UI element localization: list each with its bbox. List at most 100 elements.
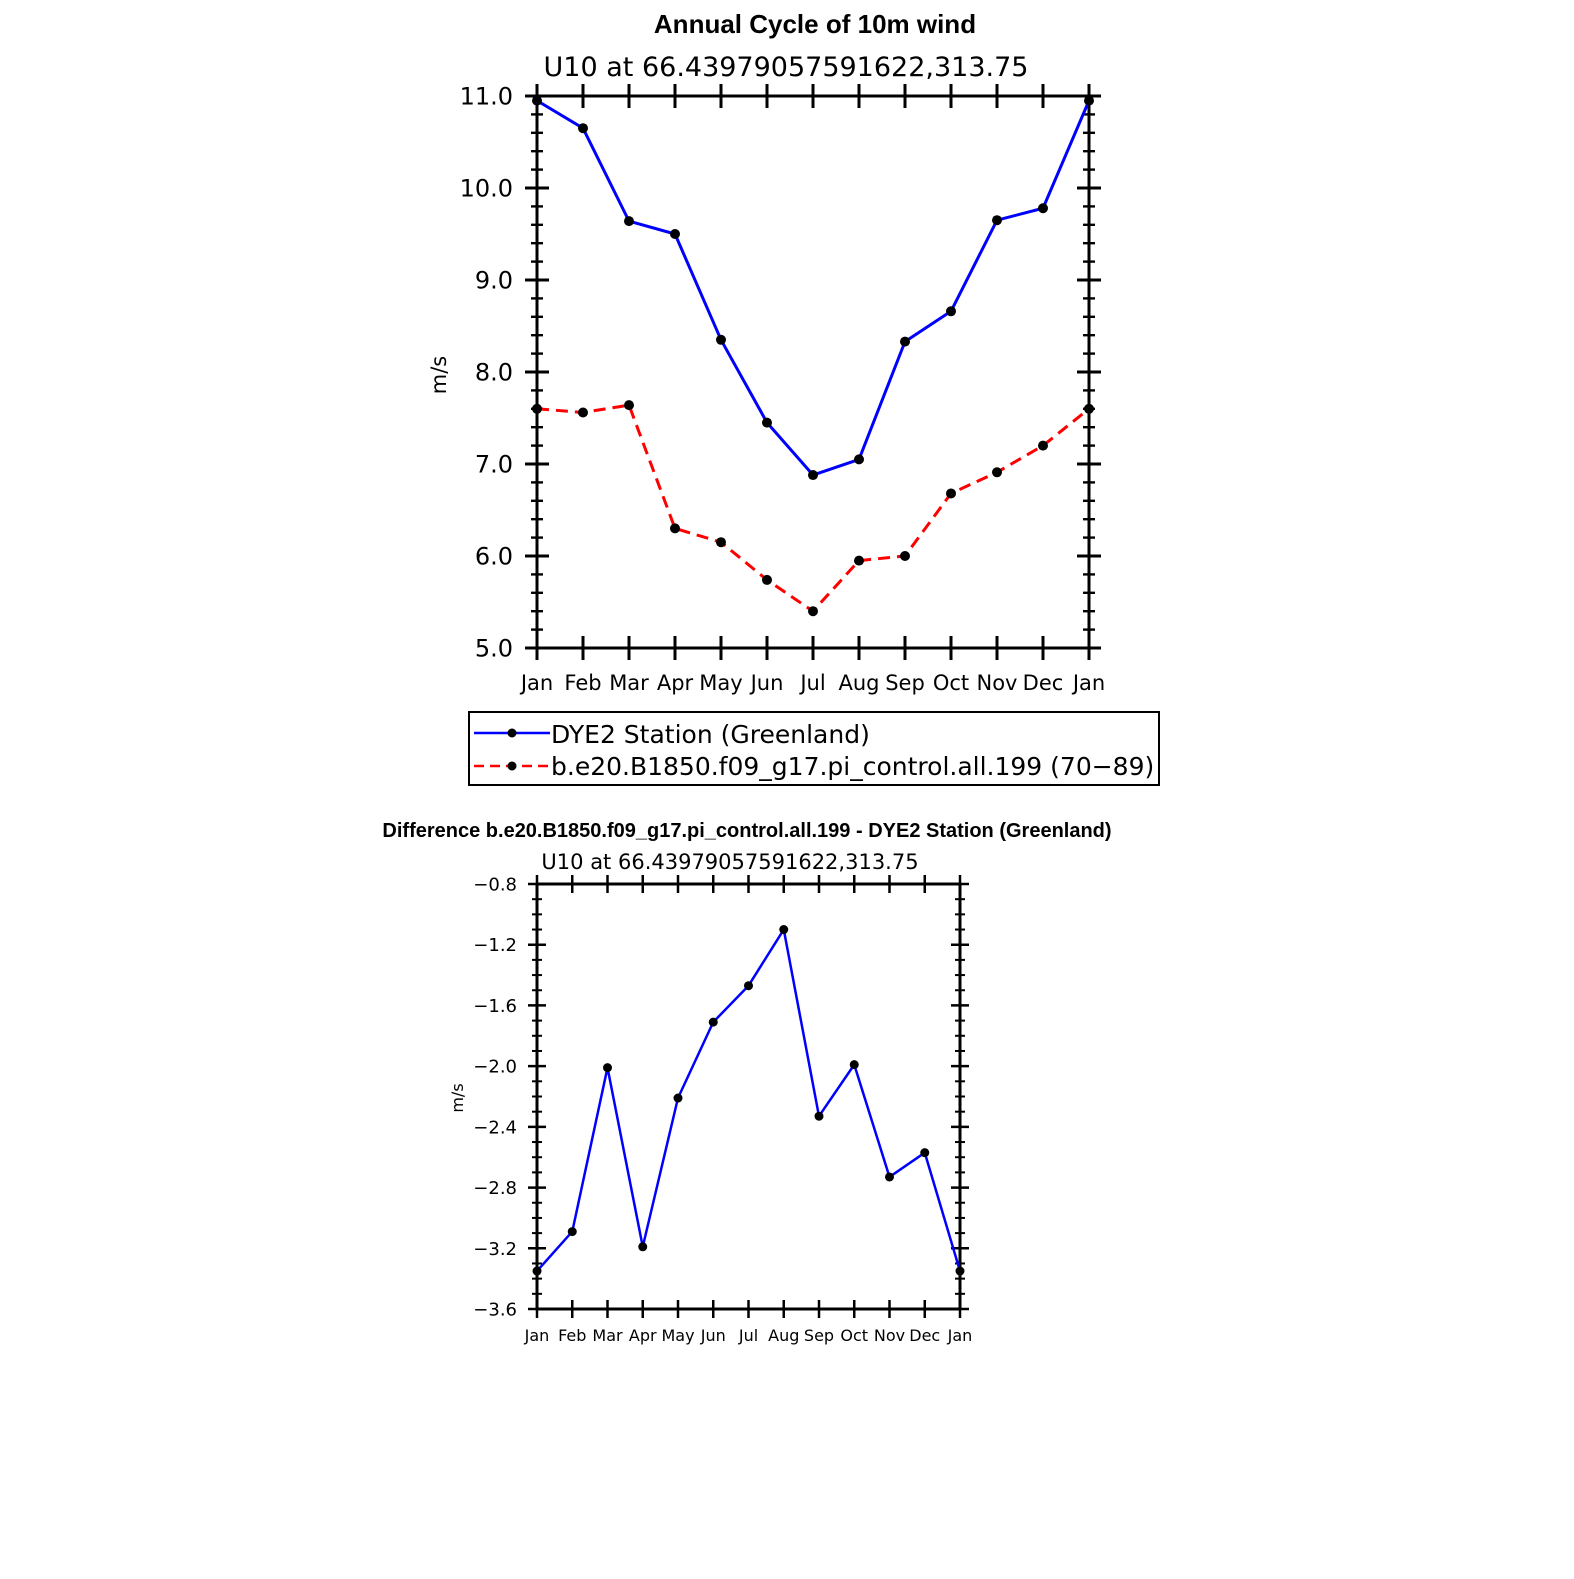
x-tick-label: Aug (768, 1326, 799, 1345)
x-tick-label: Feb (558, 1326, 586, 1345)
y-tick-label: 7.0 (475, 451, 513, 479)
chart2-subtitle: U10 at 66.43979057591622,313.75 (541, 850, 918, 874)
series-1-point (670, 229, 680, 239)
series-1-point (849, 1060, 859, 1070)
series-1-point (708, 1017, 718, 1027)
x-tick-label: Jun (749, 671, 784, 695)
series-1-point (762, 417, 772, 428)
series-2-point (1038, 440, 1048, 451)
x-tick-label: Dec (1023, 671, 1064, 695)
chart2-ylabel: m/s (448, 1083, 467, 1112)
x-tick-label: Nov (977, 671, 1018, 695)
series-2-point (946, 488, 956, 499)
chart1-title: Annual Cycle of 10m wind (654, 9, 976, 39)
y-tick-label: −2.8 (473, 1178, 517, 1199)
series-1-point (946, 306, 956, 317)
x-tick-label: Jun (700, 1326, 726, 1345)
y-tick-label: −1.2 (473, 935, 517, 956)
chart2-series-group (532, 925, 965, 1276)
chart1-series-group (532, 95, 1094, 617)
series-2-point (716, 537, 726, 548)
series-2-point (1084, 403, 1094, 414)
series-1-point (532, 95, 542, 106)
chart1-axes: 5.0 6.0 7.0 8.0 9.0 10.0 11.0 Jan Feb Mar Apr May Ju… (460, 83, 1106, 695)
x-tick-label: May (699, 671, 742, 695)
x-tick-label: Jan (524, 1326, 550, 1345)
x-tick-label: Jul (738, 1326, 758, 1345)
y-tick-label: −3.2 (473, 1239, 517, 1260)
y-tick-label: 8.0 (475, 359, 513, 387)
y-tick-label: −2.4 (473, 1117, 517, 1138)
chart1-legend: DYE2 Station (Greenland) b.e20.B1850.f09… (468, 711, 1160, 786)
y-tick-label: 6.0 (475, 543, 513, 571)
chart1-ylabel: m/s (427, 356, 451, 394)
x-tick-label: Sep (804, 1326, 834, 1345)
series-1-point (716, 334, 726, 345)
y-tick-label: 10.0 (460, 175, 513, 203)
x-tick-label: Oct (933, 671, 969, 695)
series-1-point (885, 1172, 894, 1182)
series-line-1 (536, 928, 962, 1272)
series-line-1 (536, 99, 1091, 477)
series-2-point (900, 551, 910, 561)
series-2-point (578, 407, 588, 418)
y-tick-label: 5.0 (475, 635, 513, 663)
series-1-point (808, 470, 818, 481)
x-tick-label: Feb (564, 671, 601, 695)
legend-label-model: b.e20.B1850.f09_g17.pi_control.all.199 (… (551, 752, 1154, 781)
series-1-point (854, 454, 864, 465)
chart1-plot-frame (535, 94, 1091, 650)
series-1-point (779, 925, 789, 935)
series-1-point (673, 1093, 683, 1103)
series-2-point (624, 400, 634, 411)
series-1-point (567, 1227, 577, 1237)
x-tick-label: May (661, 1326, 694, 1345)
y-tick-label: 11.0 (460, 83, 513, 111)
legend-label-dye2: DYE2 Station (Greenland) (551, 720, 870, 749)
x-tick-label: Mar (609, 671, 649, 695)
series-2-point (532, 403, 542, 414)
series-2-point (762, 574, 772, 585)
y-tick-label: 9.0 (475, 267, 513, 295)
chart2-axes: −3.6 −3.2 −2.8 −2.4 −2.0 −1.6 −1.2 −0.8 Jan Feb Ma… (473, 874, 972, 1345)
series-1-point (603, 1063, 612, 1073)
legend-box (468, 711, 1160, 786)
series-1-point (814, 1111, 824, 1121)
x-tick-label: Jan (519, 671, 553, 695)
y-tick-label: −0.8 (473, 874, 517, 895)
series-1-point (992, 215, 1002, 226)
series-2-point (854, 555, 864, 566)
y-tick-label: −1.6 (473, 996, 517, 1017)
series-1-point (578, 123, 588, 134)
series-2-point (992, 467, 1002, 478)
x-tick-label: Mar (592, 1326, 623, 1345)
series-1-point (624, 216, 634, 227)
legend-marker-dye2 (507, 728, 517, 738)
legend-marker-model (507, 761, 517, 771)
series-line-2 (536, 403, 1090, 613)
series-1-point (532, 1266, 542, 1276)
series-2-point (808, 606, 818, 617)
x-tick-label: Jan (1071, 671, 1105, 695)
series-1-point (638, 1242, 648, 1252)
series-1-point (955, 1266, 965, 1276)
series-1-point (1038, 203, 1048, 214)
chart1-subtitle: U10 at 66.43979057591622,313.75 (544, 52, 1029, 83)
y-tick-label: −3.6 (473, 1299, 517, 1320)
series-1-point (920, 1148, 930, 1158)
x-tick-label: Aug (838, 671, 879, 695)
series-1-point (900, 336, 910, 347)
series-2-point (670, 523, 680, 534)
x-tick-label: Jul (798, 671, 825, 695)
x-tick-label: Apr (657, 671, 694, 695)
chart2-title: Difference b.e20.B1850.f09_g17.pi_contro… (382, 820, 1111, 842)
series-1-point (1084, 95, 1094, 106)
x-tick-label: Oct (840, 1326, 868, 1345)
x-tick-label: Dec (909, 1326, 940, 1345)
x-tick-label: Jan (947, 1326, 973, 1345)
x-tick-label: Sep (885, 671, 925, 695)
x-tick-label: Nov (874, 1326, 905, 1345)
y-tick-label: −2.0 (473, 1057, 517, 1078)
